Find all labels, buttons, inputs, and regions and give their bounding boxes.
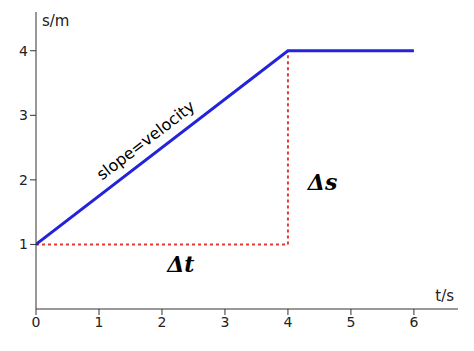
svg-text:Δs: Δs xyxy=(307,169,337,195)
svg-text:Δt: Δt xyxy=(166,251,194,277)
svg-text:5: 5 xyxy=(346,314,355,330)
svg-text:1: 1 xyxy=(95,314,104,330)
svg-text:t/s: t/s xyxy=(435,287,454,305)
svg-text:1: 1 xyxy=(19,236,28,252)
svg-text:slope=velocity: slope=velocity xyxy=(93,97,198,184)
svg-text:2: 2 xyxy=(158,314,167,330)
svg-text:3: 3 xyxy=(19,107,28,123)
svg-text:4: 4 xyxy=(19,43,28,59)
svg-text:3: 3 xyxy=(220,314,229,330)
svg-text:0: 0 xyxy=(32,314,41,330)
svg-text:2: 2 xyxy=(19,172,28,188)
svg-text:s/m: s/m xyxy=(42,12,69,30)
svg-text:4: 4 xyxy=(283,314,292,330)
svg-text:6: 6 xyxy=(409,314,418,330)
